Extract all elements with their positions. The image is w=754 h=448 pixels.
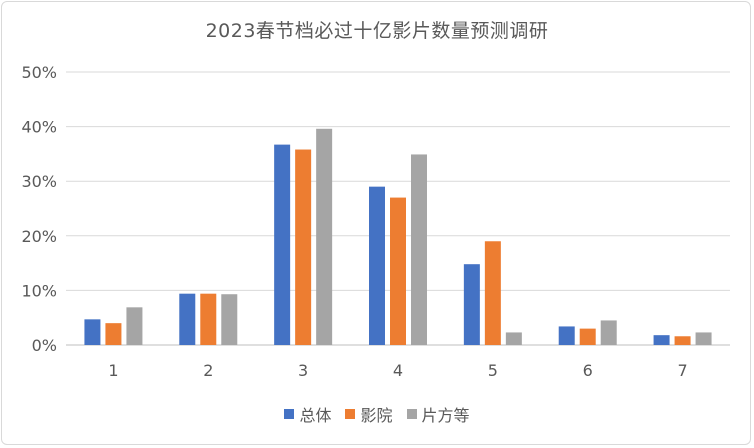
legend-item-series-1: 影院 (345, 402, 393, 426)
x-tick-label: 6 (583, 361, 593, 380)
bar-7-series-0 (653, 335, 670, 345)
bar-7-series-2 (695, 332, 712, 345)
y-tick-label: 40% (21, 118, 57, 137)
x-tick-label: 4 (393, 361, 403, 380)
bar-1-series-1 (105, 323, 122, 345)
bar-3-series-0 (274, 144, 291, 345)
bar-6-series-1 (579, 328, 596, 345)
bar-6-series-2 (600, 320, 617, 345)
legend-item-series-2: 片方等 (406, 402, 470, 426)
y-tick-label: 20% (21, 227, 57, 246)
x-tick-label: 3 (298, 361, 308, 380)
bar-2-series-2 (221, 294, 238, 345)
bar-1-series-2 (126, 307, 143, 345)
bar-4-series-2 (411, 154, 427, 345)
bar-2-series-1 (200, 293, 217, 345)
x-tick-label: 1 (108, 361, 118, 380)
x-tick-label: 5 (488, 361, 498, 380)
legend-item-series-0: 总体 (284, 402, 331, 426)
bar-5-series-0 (463, 264, 480, 345)
legend-label-series-0: 总体 (299, 406, 332, 425)
bar-2-series-0 (179, 293, 196, 345)
legend: 总体 影院 片方等 (0, 402, 754, 426)
legend-label-series-1: 影院 (360, 406, 393, 425)
bar-4-series-1 (390, 197, 406, 345)
y-tick-label: 0% (32, 336, 57, 355)
x-tick-label: 7 (677, 361, 687, 380)
chart-title: 2023春节档必过十亿影片数量预测调研 (205, 20, 549, 42)
y-tick-label: 30% (21, 172, 57, 191)
legend-swatch-series-1 (345, 409, 356, 419)
bar-5-series-2 (505, 332, 522, 345)
x-tick-label: 2 (203, 361, 213, 380)
bar-4-series-0 (369, 186, 385, 345)
bar-7-series-1 (674, 336, 691, 345)
bar-1-series-0 (84, 319, 101, 345)
bar-5-series-1 (484, 241, 501, 345)
bar-3-series-1 (295, 149, 312, 345)
bar-3-series-2 (316, 128, 333, 345)
bar-6-series-0 (558, 326, 575, 345)
legend-swatch-series-0 (284, 409, 295, 419)
legend-label-series-2: 片方等 (421, 406, 470, 425)
y-tick-label: 10% (21, 281, 57, 300)
y-tick-label: 50% (21, 63, 57, 82)
legend-swatch-series-2 (406, 409, 417, 419)
